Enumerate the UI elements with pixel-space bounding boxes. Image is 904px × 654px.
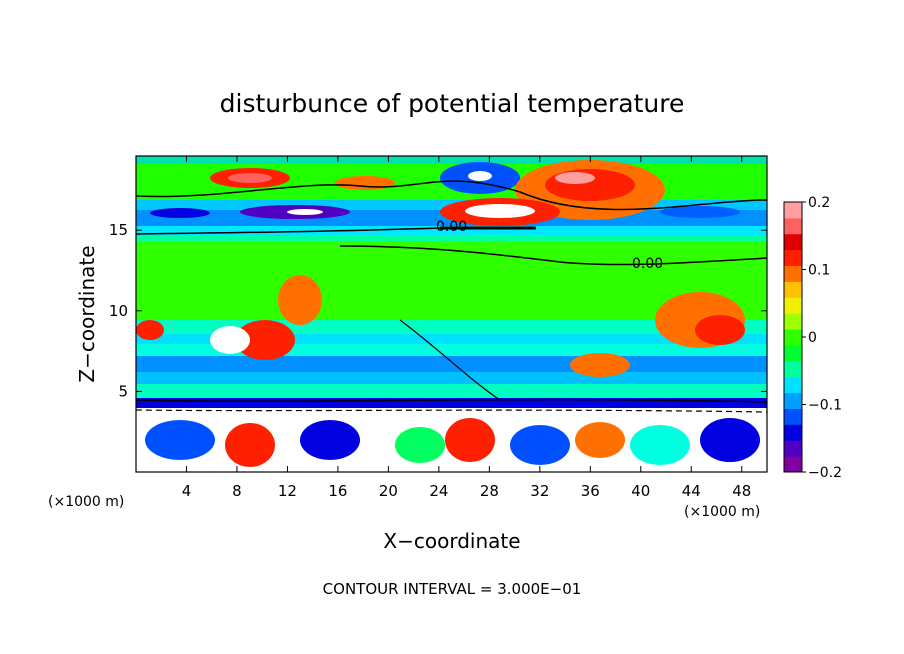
y-tick-label: 15	[109, 221, 128, 239]
contour-label: 0.00	[436, 219, 467, 235]
x-tick-label: 16	[328, 482, 347, 500]
colorbar-tick-label: 0.2	[808, 195, 830, 211]
colorbar-swatch	[784, 424, 802, 441]
colorbar-tick-label: 0	[808, 330, 817, 346]
y-tick-label: 5	[118, 382, 128, 400]
plot-frame	[135, 155, 768, 473]
x-tick-label: 44	[682, 482, 701, 500]
colorbar: 0.2 0.1 0 −0.1 −0.2	[783, 195, 842, 481]
colorbar-swatch	[784, 281, 802, 298]
colorbar-tick-label: −0.2	[808, 465, 842, 481]
x-unit-right: (×1000 m)	[684, 504, 760, 520]
colorbar-swatch	[784, 297, 802, 314]
x-tick-label: 20	[379, 482, 398, 500]
colorbar-swatch	[784, 392, 802, 409]
contour-interval-note: CONTOUR INTERVAL = 3.000E−01	[323, 580, 582, 598]
x-tick-label: 24	[429, 482, 448, 500]
colorbar-swatch	[784, 233, 802, 251]
x-tick-label: 28	[480, 482, 499, 500]
colorbar-swatch	[784, 360, 802, 378]
colorbar-swatch	[784, 202, 802, 219]
colorbar-swatch	[784, 313, 802, 330]
y-tick-label: 10	[109, 302, 128, 320]
heatmap-field	[136, 156, 767, 472]
x-tick-label: 32	[530, 482, 549, 500]
colorbar-tick-label: 0.1	[808, 263, 830, 279]
x-axis-label: X−coordinate	[383, 529, 520, 553]
colorbar-swatch	[784, 329, 802, 346]
chart-title: disturbunce of potential temperature	[220, 89, 685, 118]
x-tick-label: 4	[182, 482, 192, 500]
x-tick-label: 48	[732, 482, 751, 500]
x-unit-left: (×1000 m)	[48, 494, 124, 510]
colorbar-swatch	[784, 440, 802, 457]
x-tick-label: 12	[278, 482, 297, 500]
colorbar-tick-label: −0.1	[808, 398, 842, 414]
colorbar-swatch	[784, 249, 802, 267]
colorbar-swatch	[784, 265, 802, 282]
colorbar-swatch	[784, 456, 802, 473]
y-axis-label: Z−coordinate	[75, 245, 99, 382]
colorbar-swatch	[784, 376, 802, 394]
colorbar-swatch	[784, 217, 802, 235]
colorbar-swatch	[784, 408, 802, 425]
colorbar-swatch	[784, 344, 802, 362]
contour-label: 0.00	[632, 256, 663, 272]
x-tick-label: 8	[232, 482, 242, 500]
x-tick-label: 40	[631, 482, 650, 500]
x-tick-label: 36	[581, 482, 600, 500]
